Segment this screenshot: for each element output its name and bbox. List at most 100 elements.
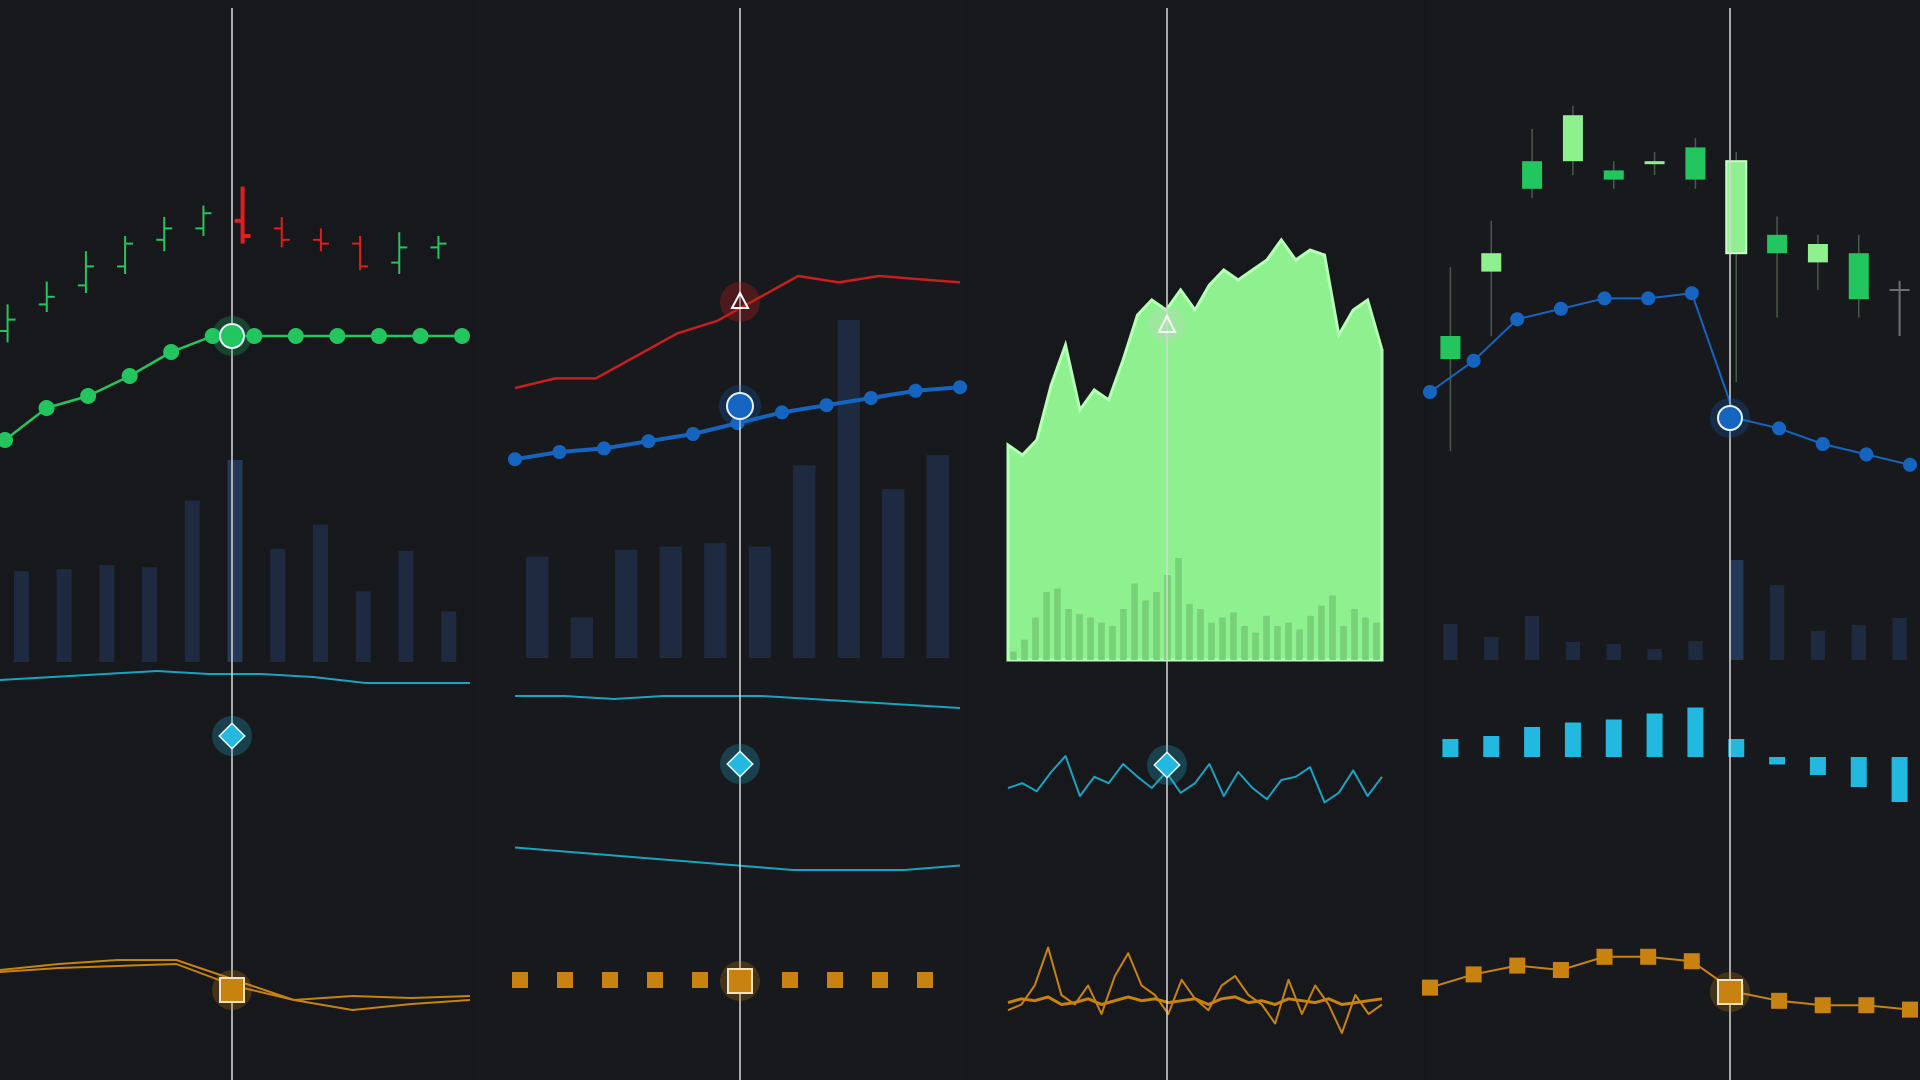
volume-bar [184, 500, 200, 662]
moving-average-point [1510, 312, 1525, 327]
volume-bar [1076, 614, 1083, 660]
volume-bar [704, 543, 727, 658]
lower-indicator-point [1858, 997, 1875, 1014]
lower-indicator-point [1509, 957, 1526, 974]
moving-average-line [1429, 292, 1911, 466]
macd-histogram-bar [1809, 757, 1826, 775]
lower-indicator-point [1683, 953, 1700, 970]
moving-average-point [204, 328, 221, 344]
candle-body [1725, 160, 1748, 255]
candle-body [1481, 253, 1502, 272]
moving-average-point [287, 328, 304, 344]
volume-bar [793, 465, 816, 658]
moving-average-point [552, 445, 567, 459]
volume-bar [1851, 625, 1866, 660]
volume-bar [1010, 651, 1017, 660]
volume-bar [1606, 644, 1621, 660]
lower-indicator-point [1465, 966, 1482, 983]
volume-bar [1318, 605, 1325, 660]
candle-body [1685, 147, 1706, 180]
crosshair-halo [1149, 307, 1185, 343]
volume-bar [1351, 609, 1358, 660]
volume-bar [882, 489, 905, 658]
volume-bar [1109, 626, 1116, 660]
volume-bar [227, 460, 243, 662]
chart-panel-2[interactable] [508, 8, 967, 1080]
moving-average-point [1466, 353, 1481, 368]
crosshair-circle-marker [1717, 405, 1743, 431]
moving-average-point [370, 328, 387, 344]
volume-bar [1443, 624, 1458, 660]
moving-average-point [1641, 291, 1656, 306]
lower-indicator-point [917, 972, 933, 988]
crosshair-square-marker [1717, 979, 1743, 1005]
crosshair-halo [720, 282, 760, 322]
volume-bar [1208, 622, 1215, 660]
moving-average-point [412, 328, 429, 344]
crosshair-triangle-marker [1157, 313, 1177, 333]
volume-bar [1688, 641, 1703, 660]
volume-bar [926, 455, 949, 658]
lower-indicator-point [782, 972, 798, 988]
volume-bar [1729, 560, 1744, 660]
macd-histogram-bar [1687, 707, 1704, 757]
chart-panel-3[interactable] [1006, 8, 1384, 1080]
candle-body [1440, 336, 1461, 359]
volume-bar [398, 550, 414, 662]
moving-average-point [246, 328, 263, 344]
volume-bar [1087, 617, 1094, 660]
crosshair-square-marker [219, 977, 245, 1003]
volume-bar [1175, 558, 1182, 660]
volume-bar [659, 546, 682, 658]
moving-average-point [953, 380, 967, 395]
candle-body [1522, 161, 1543, 189]
macd-histogram-bar [1891, 757, 1908, 802]
moving-average-point [80, 388, 97, 404]
volume-bar [1098, 622, 1105, 660]
moving-average-point [163, 344, 180, 360]
chart-panel-4[interactable] [1422, 8, 1918, 1080]
volume-bar [1021, 639, 1028, 660]
lower-indicator-point [512, 972, 528, 988]
lower-indicator-point [1422, 979, 1438, 996]
candle-body [1807, 244, 1828, 263]
moving-average-point [1553, 301, 1568, 316]
lower-indicator-point [1771, 992, 1788, 1009]
macd-histogram-bar [1524, 727, 1541, 757]
volume-bar [1230, 612, 1237, 660]
moving-average-point [775, 405, 789, 420]
lower-indicator-point [692, 972, 708, 988]
volume-bar [1296, 629, 1303, 660]
candle-body [1603, 170, 1624, 180]
oscillator-line [515, 695, 961, 709]
volume-bar [1362, 617, 1369, 660]
crosshair-diamond-marker [1153, 751, 1181, 779]
lower-indicator-point [647, 972, 663, 988]
macd-histogram-bar [1646, 713, 1663, 757]
volume-bar [1197, 609, 1204, 660]
macd-histogram-bar [1605, 719, 1622, 757]
volume-bar [570, 617, 593, 658]
volume-bar [355, 591, 371, 662]
chart-panel-1[interactable] [0, 8, 471, 1080]
moving-average-point [0, 432, 13, 448]
macd-histogram-bar [1850, 757, 1867, 787]
volume-bar [1565, 642, 1581, 660]
volume-bar [1647, 649, 1662, 660]
volume-bar [270, 548, 286, 662]
moving-average-point [508, 452, 522, 467]
lower-indicator-point [1640, 948, 1657, 965]
moving-average-point [819, 398, 834, 413]
volume-bar [1153, 592, 1160, 660]
price-line [514, 274, 961, 390]
price-area [1006, 237, 1384, 662]
moving-average-point [38, 400, 55, 416]
moving-average-point [121, 368, 138, 384]
volume-bar [1219, 617, 1226, 660]
volume-bar [1340, 626, 1347, 660]
volume-bar [1263, 615, 1270, 660]
moving-average-point [1815, 437, 1830, 451]
volume-bar [615, 549, 638, 658]
